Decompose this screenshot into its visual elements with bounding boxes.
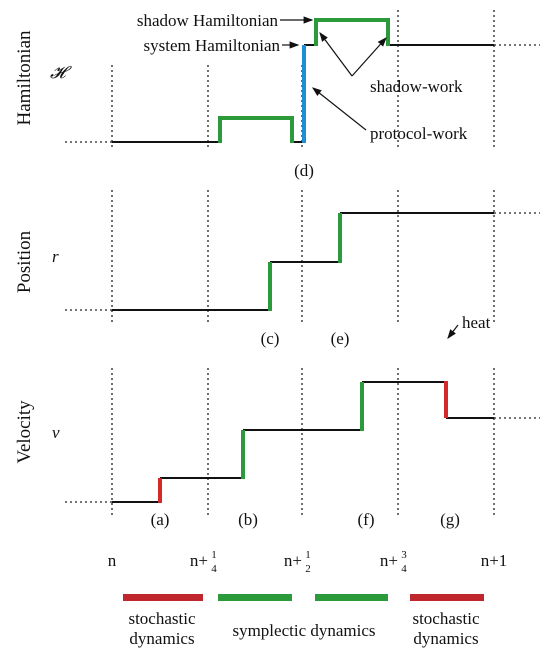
timestep: n+ (284, 551, 302, 570)
legend-text: symplectic dynamics (232, 621, 375, 640)
tag: (b) (238, 510, 258, 529)
annotation: heat (462, 313, 491, 332)
hamiltonian-trace (65, 18, 540, 143)
annotation: system Hamiltonian (144, 36, 281, 55)
legend-text: stochastic (128, 609, 195, 628)
symbol: v (52, 423, 60, 442)
legend-text: dynamics (129, 629, 194, 648)
legend-bar (123, 594, 203, 601)
legend-bar (410, 594, 484, 601)
symbol: r (52, 247, 59, 266)
tag: (a) (151, 510, 170, 529)
fraction: 1 (305, 549, 311, 561)
symbol: 𝓗 (50, 63, 72, 82)
panel-label: Hamiltonian (14, 30, 35, 125)
timestep: n+ (380, 551, 398, 570)
grid (111, 10, 495, 518)
timestep: n (108, 551, 117, 570)
panel-label: Position (14, 230, 35, 293)
fraction: 3 (401, 549, 407, 561)
timestep: n+ (190, 551, 208, 570)
fraction: 2 (305, 563, 311, 575)
tag: (g) (440, 510, 460, 529)
fraction: 4 (211, 563, 217, 575)
tag: (c) (261, 329, 280, 348)
annotation: shadow-work (370, 77, 463, 96)
velocity-trace (65, 381, 540, 503)
arrows (280, 16, 459, 339)
tag: (f) (358, 510, 375, 529)
annotation: protocol-work (370, 124, 468, 143)
tag: (e) (331, 329, 350, 348)
annotation: shadow Hamiltonian (137, 11, 279, 30)
tag: (d) (294, 161, 314, 180)
timestep: n+1 (481, 551, 508, 570)
fraction: 4 (401, 563, 407, 575)
legend-bar (218, 594, 292, 601)
legend-bar (315, 594, 388, 601)
legend: stochastic dynamics symplectic dynamics … (123, 594, 484, 648)
panel-label: Velocity (14, 400, 35, 464)
fraction: 1 (211, 549, 217, 561)
legend-text: dynamics (413, 629, 478, 648)
timesteps: n n+ 1 4 n+ 1 2 n+ 3 4 n+1 (108, 549, 508, 575)
legend-text: stochastic (412, 609, 479, 628)
position-trace (65, 212, 540, 311)
